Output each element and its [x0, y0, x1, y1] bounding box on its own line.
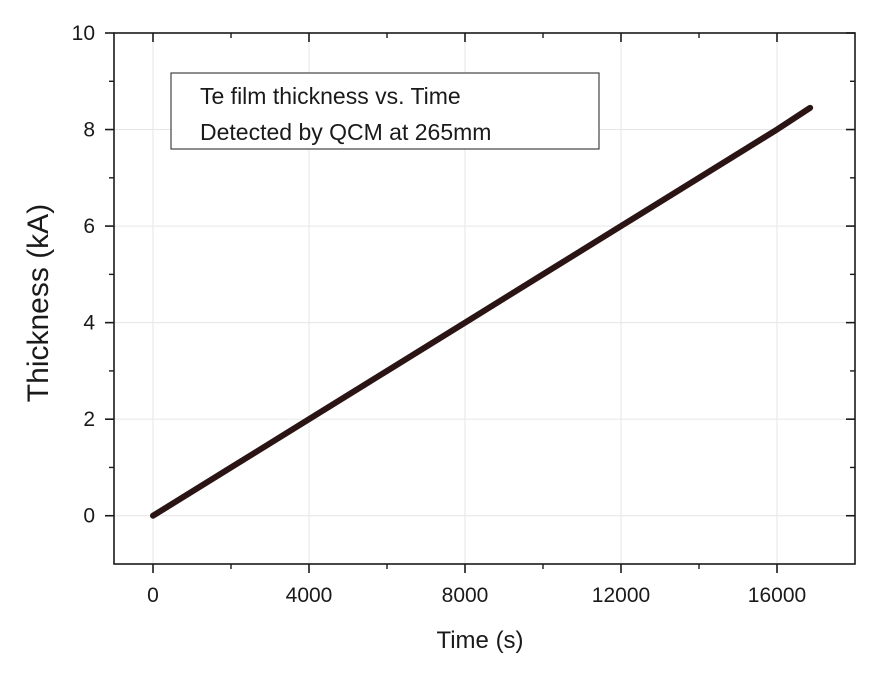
legend-box: [170, 72, 600, 150]
x-tick-label: 12000: [592, 584, 650, 607]
y-axis-title: Thickness (kA): [22, 204, 55, 402]
y-tick-label: 8: [83, 119, 95, 142]
legend-line-1: Te film thickness vs. Time: [200, 83, 461, 109]
x-tick-label: 4000: [286, 584, 333, 607]
plot-frame: [113, 32, 856, 565]
series-layer: [150, 104, 814, 519]
x-tick-label: 0: [147, 584, 159, 607]
legend: Te film thickness vs. Time Detected by Q…: [170, 72, 600, 150]
y-tick-label: 4: [83, 312, 95, 335]
y-tick-label: 6: [83, 215, 95, 238]
x-axis-title: Time (s): [436, 627, 523, 654]
y-tick-label: 2: [83, 408, 95, 431]
legend-line-2: Detected by QCM at 265mm: [200, 119, 491, 145]
series-line: [150, 104, 814, 519]
y-tick-label: 10: [72, 22, 95, 45]
tick-layer: 0 4000 8000 12000 16000 0 2 4 6 8 10: [72, 22, 855, 607]
x-tick-label: 8000: [442, 584, 489, 607]
y-tick-label: 0: [83, 505, 95, 528]
x-tick-label: 16000: [748, 584, 806, 607]
